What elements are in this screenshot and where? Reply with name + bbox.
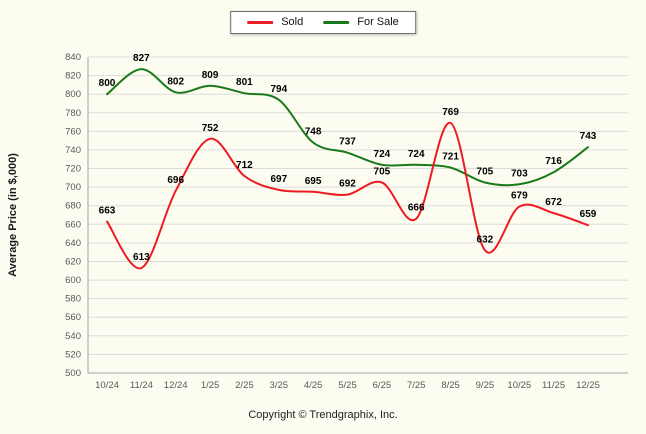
svg-text:8/25: 8/25	[441, 380, 460, 391]
svg-text:692: 692	[339, 179, 356, 190]
svg-text:680: 680	[65, 201, 81, 212]
svg-text:705: 705	[477, 167, 494, 178]
svg-text:10/25: 10/25	[507, 380, 531, 391]
svg-text:660: 660	[65, 219, 81, 230]
svg-text:703: 703	[511, 168, 528, 179]
legend-line-swatch-for-sale	[323, 21, 350, 24]
svg-text:12/24: 12/24	[164, 380, 188, 391]
svg-text:696: 696	[167, 175, 184, 186]
series-line-sold	[106, 121, 589, 270]
svg-text:9/25: 9/25	[476, 380, 495, 391]
svg-text:10/24: 10/24	[95, 380, 119, 391]
svg-text:720: 720	[65, 164, 81, 175]
data-labels-sold: 663 613 696 752 712 697 695 692 705 666 769 632 679 6…	[99, 107, 597, 263]
svg-text:724: 724	[408, 149, 425, 160]
svg-text:716: 716	[545, 156, 562, 167]
legend-item-sold: Sold	[247, 17, 303, 28]
svg-text:500: 500	[65, 368, 81, 379]
svg-text:6/25: 6/25	[373, 380, 392, 391]
svg-text:809: 809	[202, 70, 219, 81]
svg-text:748: 748	[305, 127, 322, 138]
svg-text:743: 743	[580, 131, 597, 142]
svg-text:659: 659	[580, 209, 597, 220]
svg-text:1/25: 1/25	[201, 380, 220, 391]
svg-text:520: 520	[65, 349, 81, 360]
svg-text:620: 620	[65, 257, 81, 268]
svg-text:800: 800	[65, 89, 81, 100]
svg-text:721: 721	[442, 152, 459, 163]
svg-text:794: 794	[270, 84, 287, 95]
svg-text:580: 580	[65, 294, 81, 305]
data-labels-for-sale: 800 827 802 809 801 794 748 737 724 724 721 705 703 7…	[99, 53, 597, 179]
legend-item-for-sale: For Sale	[323, 17, 399, 28]
svg-text:666: 666	[408, 203, 425, 214]
svg-text:3/25: 3/25	[270, 380, 289, 391]
svg-text:11/24: 11/24	[130, 380, 153, 391]
svg-text:613: 613	[133, 252, 150, 263]
svg-text:724: 724	[374, 149, 391, 160]
svg-text:632: 632	[477, 234, 494, 245]
svg-text:540: 540	[65, 331, 81, 342]
svg-text:679: 679	[511, 191, 528, 202]
svg-text:700: 700	[65, 182, 81, 193]
svg-text:760: 760	[65, 126, 81, 137]
gridlines	[88, 56, 628, 374]
svg-text:7/25: 7/25	[407, 380, 426, 391]
series-line-for-sale	[106, 68, 589, 187]
svg-text:780: 780	[65, 108, 81, 119]
svg-text:820: 820	[65, 71, 81, 82]
copyright-text: Copyright © Trendgraphix, Inc.	[248, 409, 398, 421]
axes	[87, 57, 628, 374]
legend-label-for-sale: For Sale	[357, 16, 399, 28]
svg-text:740: 740	[65, 145, 81, 156]
legend: Sold For Sale	[230, 11, 416, 34]
svg-text:697: 697	[270, 174, 287, 185]
svg-text:560: 560	[65, 312, 81, 323]
legend-label-sold: Sold	[281, 16, 304, 28]
svg-text:2/25: 2/25	[235, 380, 254, 391]
svg-text:663: 663	[99, 206, 116, 217]
y-axis-title: Average Price (in $,000)	[7, 153, 19, 277]
svg-text:4/25: 4/25	[304, 380, 323, 391]
svg-text:827: 827	[133, 53, 150, 64]
svg-text:712: 712	[236, 160, 253, 171]
svg-text:769: 769	[442, 107, 459, 118]
svg-text:737: 737	[339, 137, 356, 148]
y-tick-labels: 500 520 540 560 580 600 620 640 660 680 700 720 740 7…	[65, 52, 81, 379]
svg-text:705: 705	[374, 167, 391, 178]
svg-text:672: 672	[545, 197, 562, 208]
svg-text:752: 752	[202, 123, 219, 134]
svg-text:5/25: 5/25	[338, 380, 357, 391]
svg-text:801: 801	[236, 77, 253, 88]
svg-text:600: 600	[65, 275, 81, 286]
svg-text:11/25: 11/25	[542, 380, 565, 391]
svg-text:640: 640	[65, 238, 81, 249]
legend-line-swatch-sold	[247, 21, 274, 24]
x-tick-labels: 10/24 11/24 12/24 1/25 2/25 3/25 4/25 5/25 6/25 7…	[95, 380, 600, 391]
svg-text:12/25: 12/25	[576, 380, 600, 391]
svg-text:800: 800	[99, 78, 116, 89]
svg-text:840: 840	[65, 52, 81, 63]
svg-text:695: 695	[305, 176, 322, 187]
svg-text:802: 802	[167, 76, 184, 87]
